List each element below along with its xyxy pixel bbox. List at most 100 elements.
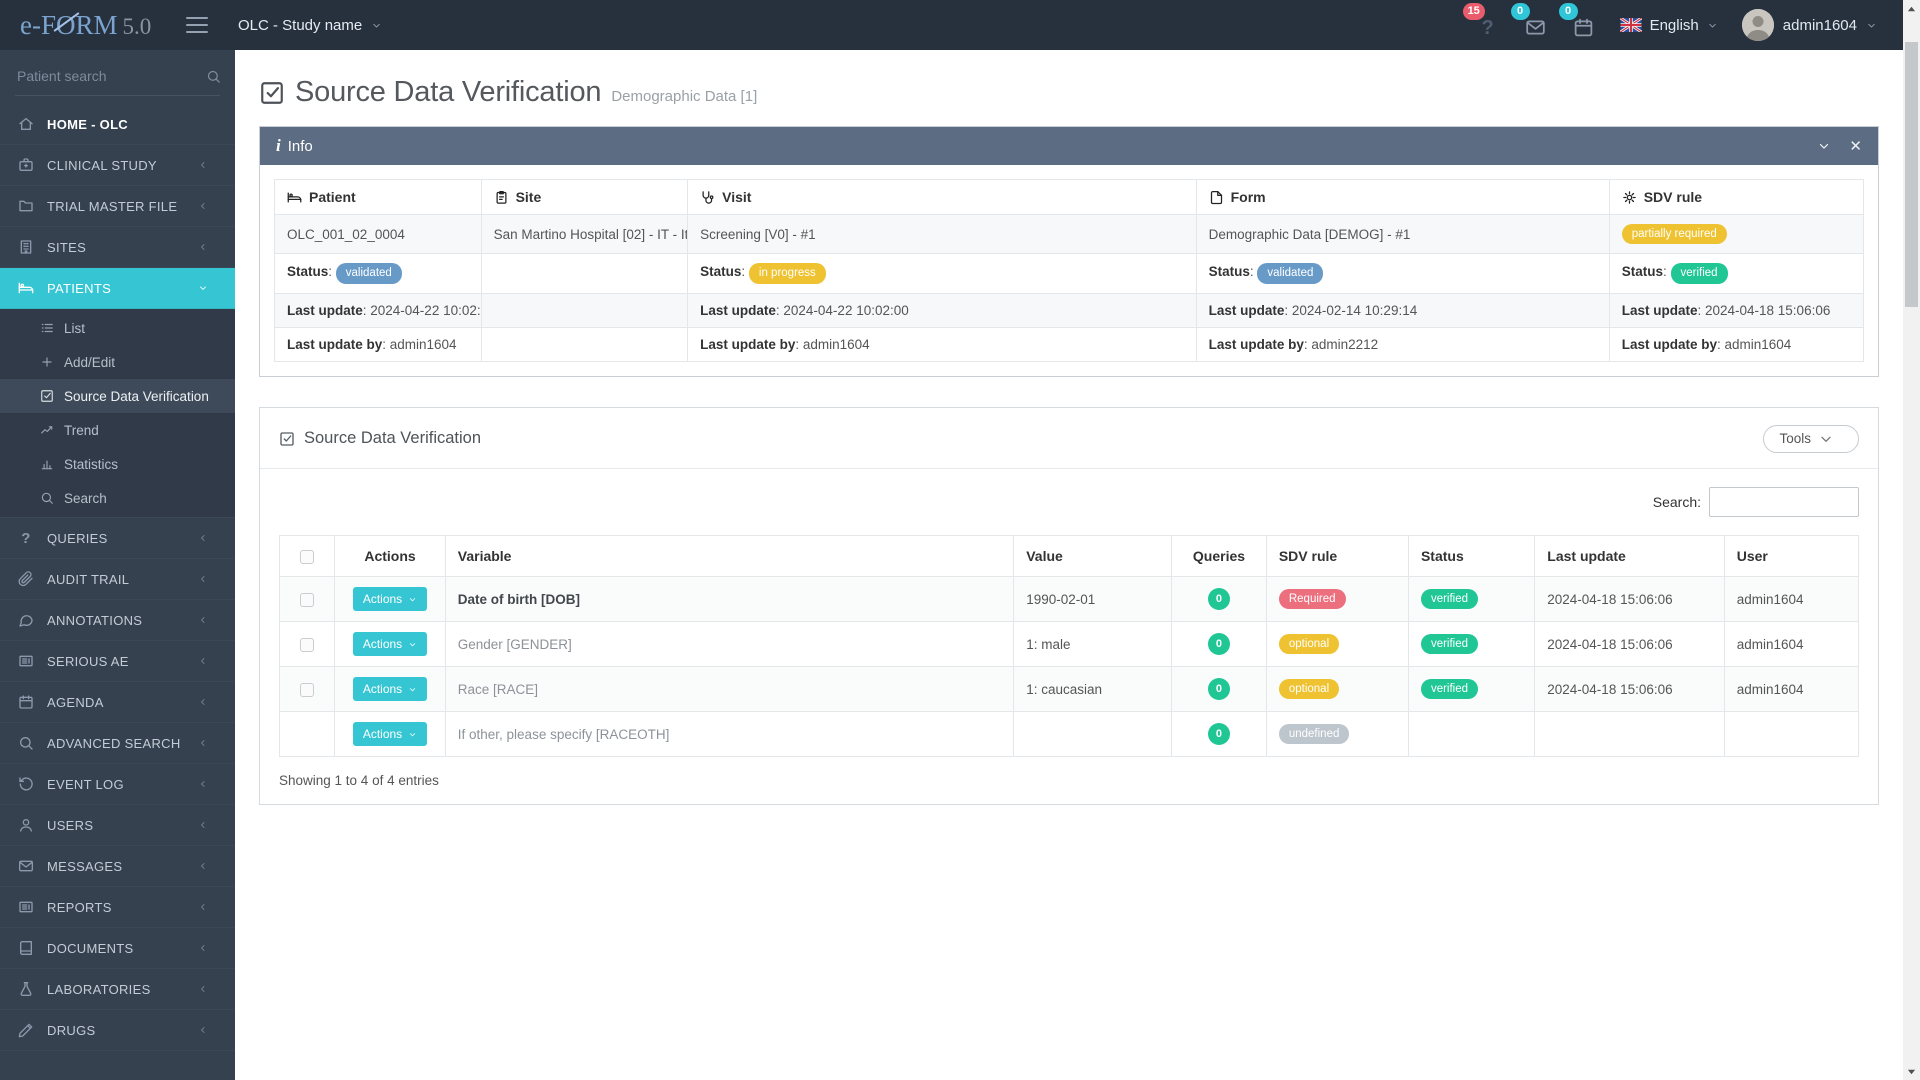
- row-checkbox[interactable]: [300, 637, 315, 652]
- vertical-scrollbar[interactable]: [1903, 0, 1920, 1080]
- sidebar-item-event-log[interactable]: EVENT LOG: [0, 764, 235, 805]
- sidebar-item-agenda[interactable]: AGENDA: [0, 682, 235, 723]
- column-header-status[interactable]: Status: [1407, 534, 1536, 578]
- info-cell: Status: verified: [1608, 253, 1865, 294]
- agenda-button[interactable]: 0: [1558, 3, 1596, 38]
- comment-icon: [18, 612, 34, 628]
- actions-button[interactable]: Actions: [352, 587, 428, 612]
- sidebar-item-messages[interactable]: MESSAGES: [0, 846, 235, 887]
- menu-toggle-icon[interactable]: [186, 17, 208, 33]
- status-label: Status: [1208, 264, 1250, 280]
- cell-actions: Actions: [334, 711, 446, 758]
- column-header-user[interactable]: User: [1723, 534, 1860, 578]
- sidebar-item-clinical-study[interactable]: CLINICAL STUDY: [0, 145, 235, 186]
- search-icon: [40, 491, 54, 505]
- info-cell: OLC_001_02_0004: [274, 213, 482, 255]
- sdv-panel-title: Source Data Verification: [304, 429, 482, 448]
- cell-select: [278, 711, 336, 758]
- mail-icon: [18, 858, 34, 874]
- messages-button[interactable]: 0: [1510, 3, 1548, 38]
- sidebar-item-queries[interactable]: ? QUERIES: [0, 518, 235, 559]
- info-row: OLC_001_02_0004 San Martino Hospital [02]…: [274, 213, 1865, 255]
- cell-status: verified: [1407, 576, 1536, 623]
- sidebar-item-sites[interactable]: SITES: [0, 227, 235, 268]
- scrollbar-thumb[interactable]: [1905, 42, 1918, 307]
- row-checkbox[interactable]: [300, 592, 315, 607]
- column-header-value[interactable]: Value: [1013, 534, 1173, 578]
- help-button[interactable]: ? 15: [1462, 3, 1500, 38]
- last-update-label: Last update: [1621, 302, 1698, 318]
- scroll-down-arrow[interactable]: [1903, 1063, 1920, 1079]
- column-header-sdv-rule[interactable]: SDV rule: [1265, 534, 1409, 578]
- column-header-last-update[interactable]: Last update: [1534, 534, 1725, 578]
- patient-search-input[interactable]: [15, 67, 200, 85]
- tools-button[interactable]: Tools: [1763, 424, 1859, 453]
- sidebar-item-label: TRIAL MASTER FILE: [47, 198, 178, 214]
- sidebar-subitem-label: Search: [64, 490, 107, 506]
- info-cell: Last update: 2024-02-14 10:29:14: [1195, 292, 1610, 328]
- language-selector[interactable]: English: [1619, 17, 1718, 34]
- column-header-select[interactable]: [278, 534, 336, 578]
- select-all-checkbox[interactable]: [300, 550, 315, 565]
- scroll-up-arrow[interactable]: [1903, 1, 1920, 17]
- sidebar-item-home-olc[interactable]: HOME - OLC: [0, 104, 235, 145]
- sidebar-subitem-statistics[interactable]: Statistics: [0, 447, 235, 481]
- table-search-input[interactable]: [1709, 486, 1859, 517]
- chevron-down-icon: [408, 640, 417, 649]
- study-selector[interactable]: OLC - Study name: [238, 17, 382, 34]
- sidebar-item-advanced-search[interactable]: ADVANCED SEARCH: [0, 723, 235, 764]
- sidebar-item-reports[interactable]: REPORTS: [0, 887, 235, 928]
- sidebar-item-laboratories[interactable]: LABORATORIES: [0, 969, 235, 1010]
- column-header-actions[interactable]: Actions: [334, 534, 446, 578]
- sidebar-item-audit-trail[interactable]: AUDIT TRAIL: [0, 559, 235, 600]
- chevron-down-icon: [198, 283, 208, 293]
- info-cell: Status: in progress: [687, 253, 1197, 294]
- page-title: Source Data Verification Demographic Dat…: [259, 76, 1879, 109]
- tools-button-label: Tools: [1779, 431, 1811, 447]
- actions-button[interactable]: Actions: [352, 722, 428, 747]
- sidebar-subitem-list[interactable]: List: [0, 311, 235, 345]
- uk-flag-icon: [1619, 18, 1642, 32]
- sidebar-item-trial-master-file[interactable]: TRIAL MASTER FILE: [0, 186, 235, 227]
- row-checkbox[interactable]: [300, 682, 315, 697]
- actions-button[interactable]: Actions: [352, 677, 428, 702]
- info-cell: Last update by: admin1604: [274, 326, 482, 362]
- table-search: Search:: [279, 486, 1859, 517]
- sidebar-subitem-source-data-verification[interactable]: Source Data Verification: [0, 379, 235, 413]
- close-panel-button[interactable]: ✕: [1849, 137, 1862, 155]
- info-icon: i: [276, 136, 281, 155]
- last-update-label: Last update: [1208, 302, 1285, 318]
- sidebar-item-users[interactable]: USERS: [0, 805, 235, 846]
- column-header-variable[interactable]: Variable: [444, 534, 1015, 578]
- sidebar-item-patients[interactable]: PATIENTS: [0, 268, 235, 309]
- building-icon: [18, 239, 34, 255]
- info-cell: SDV rule: [1608, 179, 1865, 215]
- sidebar-item-documents[interactable]: DOCUMENTS: [0, 928, 235, 969]
- sidebar-subitem-search[interactable]: Search: [0, 481, 235, 515]
- sidebar-item-label: DRUGS: [47, 1022, 96, 1038]
- info-cell: Status: validated: [1195, 253, 1610, 294]
- sidebar-item-label: QUERIES: [47, 530, 108, 546]
- steth-icon: [700, 190, 715, 205]
- queries-count-badge: 0: [1207, 678, 1230, 701]
- home-icon: [18, 116, 34, 132]
- bars-icon: [40, 457, 54, 471]
- sidebar-item-drugs[interactable]: DRUGS: [0, 1010, 235, 1051]
- app-logo[interactable]: e-FORM 5.0: [0, 10, 170, 41]
- case-icon: [18, 157, 34, 173]
- cell-queries: 0: [1171, 711, 1267, 758]
- sidebar-item-annotations[interactable]: ANNOTATIONS: [0, 600, 235, 641]
- status-label: Status: [287, 264, 329, 280]
- sidebar-subitem-add-edit[interactable]: Add/Edit: [0, 345, 235, 379]
- column-header-queries[interactable]: Queries: [1171, 534, 1267, 578]
- sidebar-item-serious-ae[interactable]: SERIOUS AE: [0, 641, 235, 682]
- sidebar-subitem-trend[interactable]: Trend: [0, 413, 235, 447]
- actions-button[interactable]: Actions: [352, 632, 428, 657]
- status-badge: in progress: [748, 263, 826, 284]
- user-menu[interactable]: admin1604: [1741, 9, 1877, 41]
- chevron-down-icon: [408, 730, 417, 739]
- main-content: Source Data Verification Demographic Dat…: [235, 50, 1903, 1080]
- info-row: Status: validated Status: in progress Stat…: [274, 253, 1865, 294]
- chevron-down-icon: [408, 685, 417, 694]
- collapse-panel-button[interactable]: [1817, 139, 1831, 153]
